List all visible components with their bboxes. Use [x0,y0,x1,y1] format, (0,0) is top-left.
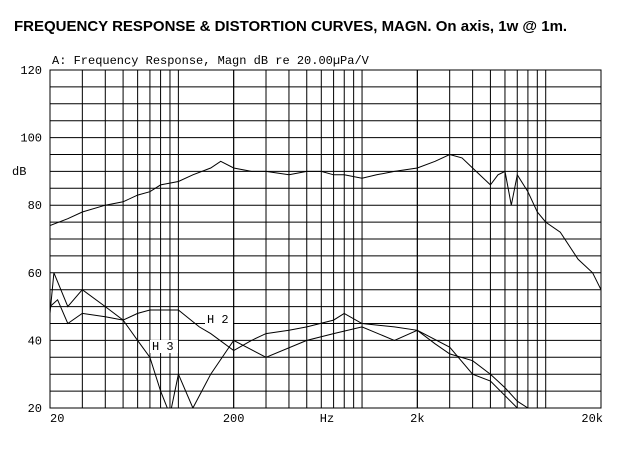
y-tick-label: 60 [28,267,42,281]
series-label: H 2 [207,313,229,327]
series-label-bg [150,340,178,353]
series-line [50,272,520,408]
y-tick-label: 100 [20,132,42,146]
x-tick-label: 20 [50,412,64,426]
x-tick-label: 2k [410,412,424,426]
series-label: H 3 [152,340,174,354]
chart-title: FREQUENCY RESPONSE & DISTORTION CURVES, … [14,18,567,35]
x-tick-label: 20k [581,412,603,426]
series-line [50,298,529,408]
y-axis-label: dB [12,165,26,179]
series-label-bg [205,313,233,326]
x-axis-label: Hz [320,412,334,426]
series-line [50,153,601,290]
y-tick-label: 120 [20,64,42,78]
x-tick-label: 200 [223,412,245,426]
y-tick-label: 20 [28,402,42,416]
subtitle: A: Frequency Response, Magn dB re 20.00µ… [52,54,370,68]
y-tick-label: 80 [28,199,42,213]
y-tick-label: 40 [28,334,42,348]
plot-frame [49,69,602,409]
